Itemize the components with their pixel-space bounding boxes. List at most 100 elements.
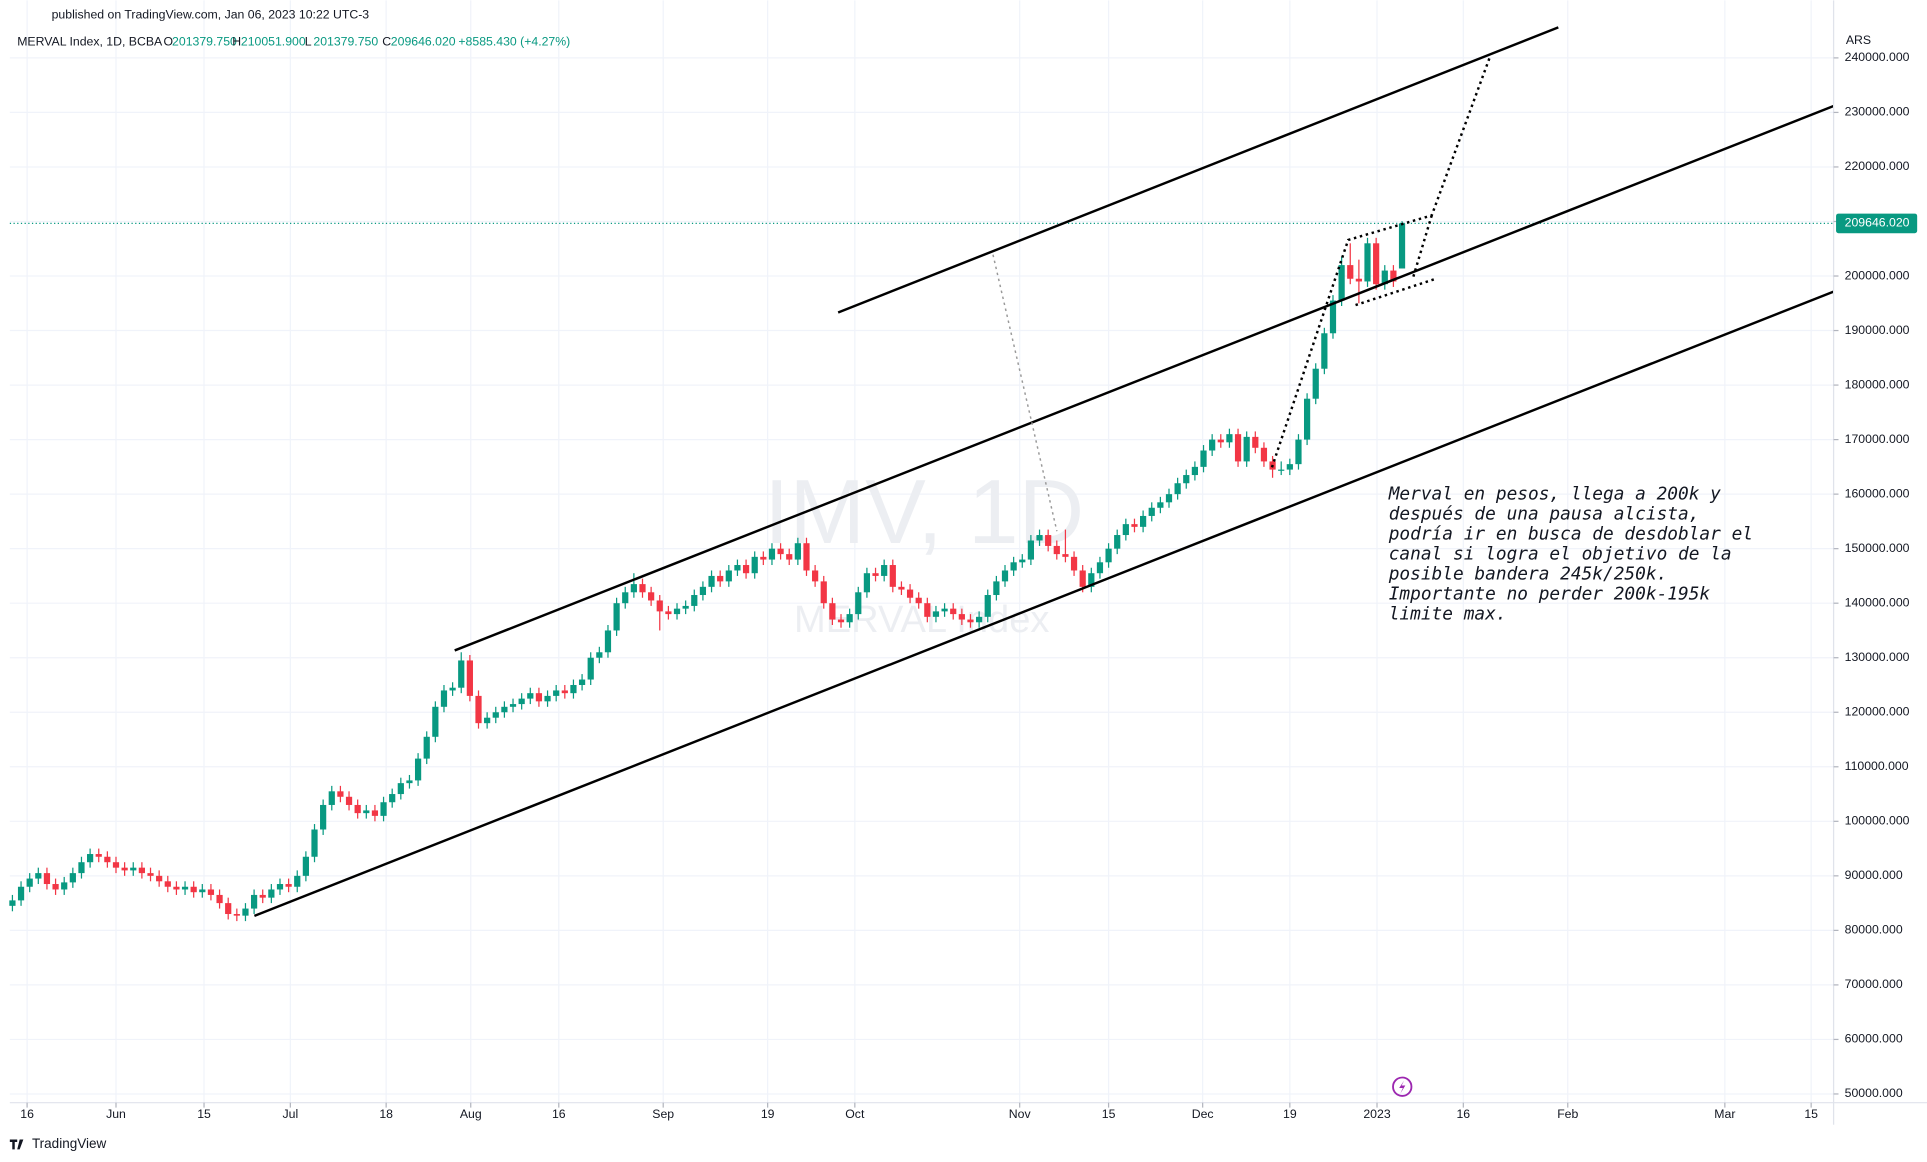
candle-body — [1165, 494, 1173, 503]
x-tick-label: 19 — [1283, 1107, 1297, 1121]
candle-body — [199, 889, 206, 893]
candle-body — [484, 717, 491, 724]
annotation-line: podría ir en busca de desdoblar el — [1388, 523, 1753, 544]
candle-body — [1347, 265, 1354, 279]
x-tick-label: Nov — [1009, 1107, 1032, 1121]
candle-body — [535, 693, 543, 702]
candle-body — [648, 592, 655, 601]
candle-body — [1114, 535, 1121, 549]
candle-body — [1053, 545, 1060, 555]
candle-body — [1105, 548, 1112, 563]
x-tick-label: Dec — [1192, 1107, 1214, 1121]
symbol: MERVAL Index, 1D, BCBA — [17, 34, 163, 48]
candle-body — [717, 575, 724, 582]
candle-body — [52, 884, 59, 890]
y-tick-label: 90000.000 — [1845, 868, 1903, 882]
candle-body — [181, 886, 189, 890]
y-tick-label: 200000.000 — [1845, 268, 1910, 282]
candle-body — [363, 810, 370, 814]
x-tick-label: 2023 — [1363, 1107, 1390, 1121]
candle-body — [1079, 570, 1086, 587]
candle-body — [380, 802, 387, 816]
legend-key: O — [163, 34, 173, 48]
candle-body — [492, 712, 499, 718]
candle-body — [1148, 507, 1155, 516]
candle-body — [216, 894, 223, 904]
y-tick-label: 110000.000 — [1845, 759, 1909, 773]
candle-body — [630, 584, 637, 593]
candle-body — [1398, 223, 1406, 269]
legend-value: 210051.900 — [241, 34, 306, 48]
x-tick-label: Oct — [845, 1107, 865, 1121]
y-tick-label: 60000.000 — [1845, 1032, 1903, 1046]
candle-body — [682, 605, 689, 609]
candle-body — [587, 657, 594, 680]
candle-body — [1278, 469, 1285, 471]
candle-body — [1321, 333, 1328, 369]
candle-body — [604, 630, 612, 653]
candle-body — [259, 894, 266, 898]
candle-body — [812, 570, 819, 582]
candle-body — [742, 565, 750, 574]
candle-body — [1295, 439, 1302, 465]
candle-body — [276, 884, 284, 890]
candle-body — [673, 608, 681, 615]
flag-projection — [1270, 57, 1491, 468]
candle-body — [932, 611, 940, 617]
x-tick-label: 16 — [1456, 1107, 1470, 1121]
legend-value: 209646.020 — [391, 34, 456, 48]
candle-body — [837, 619, 845, 623]
candle-body — [1364, 243, 1371, 282]
y-tick-label: 170000.000 — [1845, 432, 1910, 446]
candle-body — [872, 573, 879, 576]
candle-body — [501, 706, 508, 713]
x-tick-label: 19 — [761, 1107, 775, 1121]
axes: 50000.000 60000.000 70000.000 80000.000 9000… — [9, 0, 1927, 1125]
candle-body — [406, 780, 413, 784]
y-tick-label: 180000.000 — [1845, 377, 1910, 391]
candle-body — [130, 867, 137, 871]
candle-body — [1373, 243, 1380, 285]
candle-body — [1096, 562, 1104, 574]
trend-line — [454, 104, 1835, 652]
annotation-line: canal si logra el objetivo de la — [1389, 543, 1732, 564]
candle-body — [578, 679, 586, 685]
candle-body — [423, 736, 430, 759]
candle-body — [268, 889, 275, 898]
candle-body — [993, 581, 1000, 596]
candle-body — [518, 698, 525, 705]
candle-body — [1303, 398, 1311, 440]
candle-body — [1329, 300, 1337, 334]
candle-body — [906, 589, 914, 598]
candle-body — [1381, 270, 1388, 285]
candle-body — [440, 690, 448, 707]
candle-body — [1001, 570, 1009, 582]
x-tick-label: 15 — [197, 1107, 211, 1121]
candle-body — [354, 804, 361, 814]
candle-body — [147, 873, 154, 876]
candle-body — [820, 581, 827, 604]
candle-body — [829, 603, 836, 620]
candle-body — [26, 878, 33, 887]
candle-body — [311, 829, 318, 857]
currency: ARS — [1846, 33, 1871, 47]
candle-body — [855, 592, 862, 615]
candle-body — [691, 595, 698, 606]
y-tick-label: 230000.000 — [1845, 105, 1910, 119]
candle-body — [389, 794, 396, 803]
y-tick-label: 120000.000 — [1845, 705, 1910, 719]
candle-body — [121, 867, 128, 871]
legend-change: +8585.430 (+4.27%) — [458, 34, 570, 48]
candle-body — [190, 886, 197, 893]
x-tick-label: 15 — [1804, 1107, 1818, 1121]
candle-body — [466, 660, 473, 696]
candle-body — [225, 903, 232, 915]
candle-body — [1045, 535, 1052, 546]
candle-body — [846, 614, 853, 623]
candle-body — [17, 886, 25, 901]
candle-body — [665, 611, 672, 615]
candle-body — [112, 862, 120, 868]
y-tick-label: 70000.000 — [1845, 977, 1903, 991]
